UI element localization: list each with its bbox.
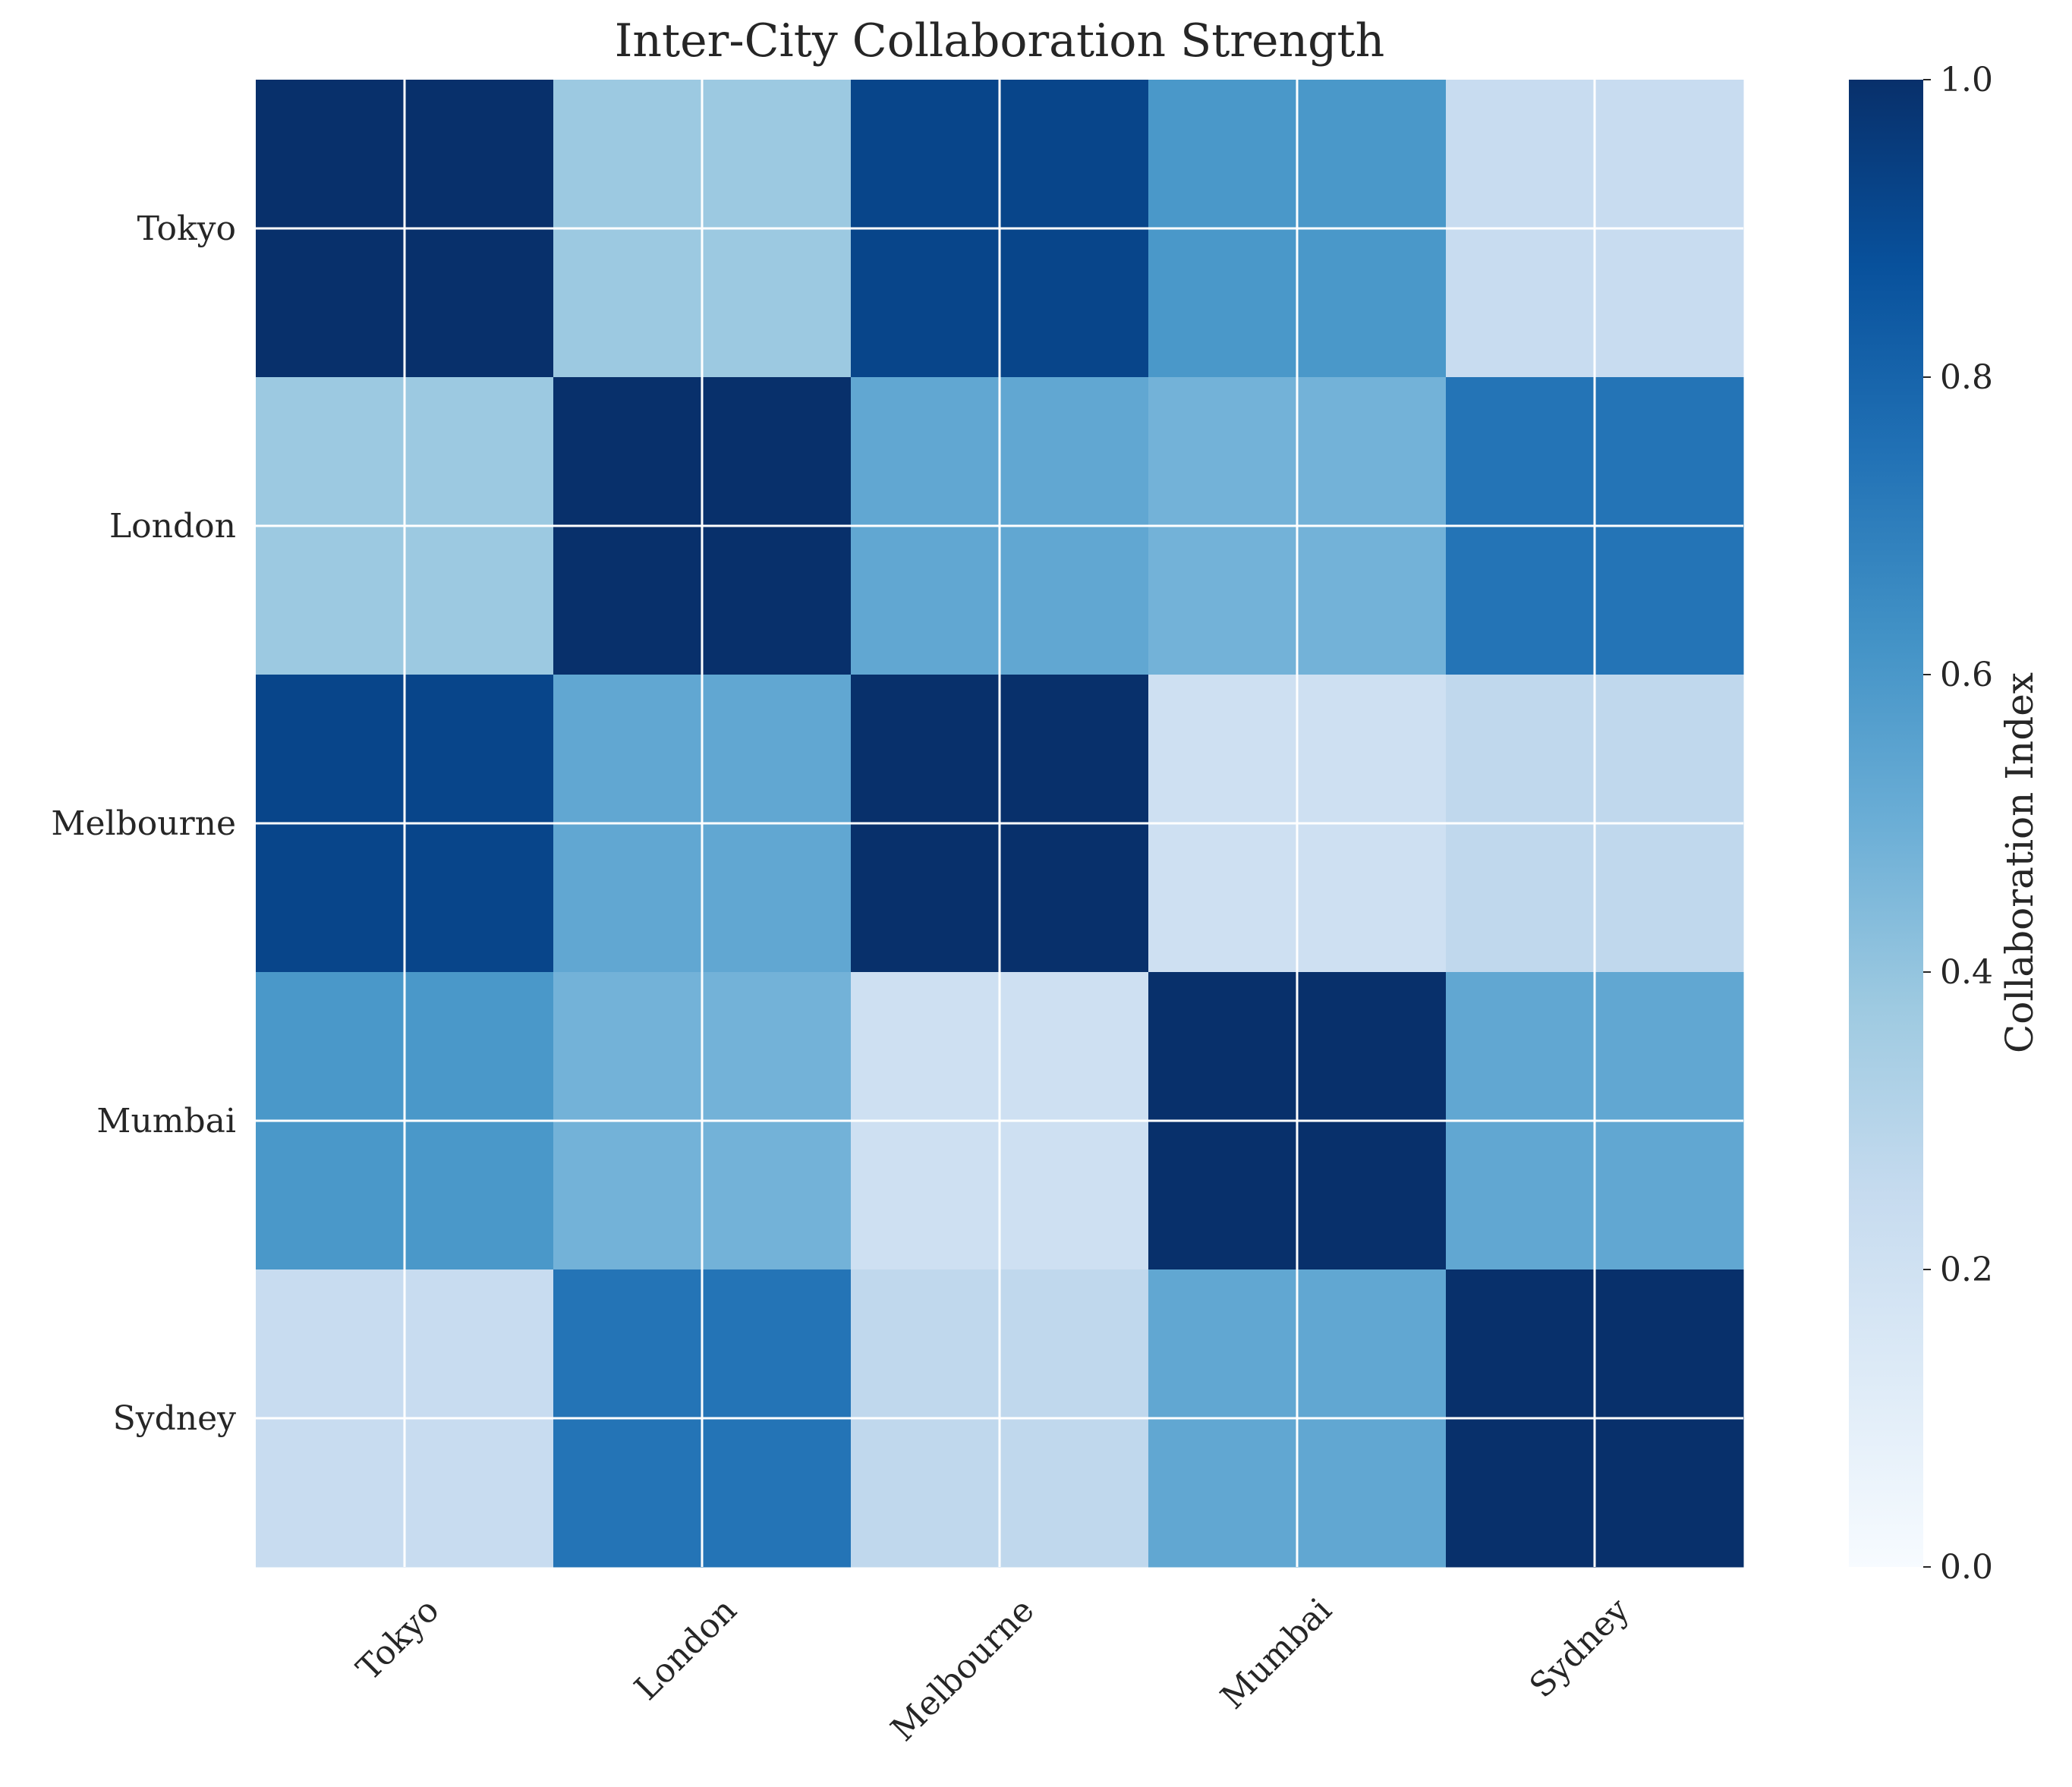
colorbar: 0.0 0.2 0.4 0.6 0.8 1.0 [1849,61,1993,1587]
colorbar-tick-label-0-2: 0.2 [1940,1251,1993,1289]
y-axis-tick-labels: Tokyo London Melbourne Mumbai Sydney [51,209,236,1438]
y-tick-label-tokyo: Tokyo [137,209,236,248]
x-tick-label-melbourne: Melbourne [883,1590,1041,1748]
x-tick-label-london: London [627,1590,744,1707]
colorbar-gradient [1849,80,1923,1567]
x-axis-tick-labels: Tokyo London Melbourne Mumbai Sydney [349,1590,1636,1748]
colorbar-tick-label-1-0: 1.0 [1940,61,1993,99]
y-tick-label-melbourne: Melbourne [51,804,236,843]
colorbar-tick-label-0-4: 0.4 [1940,953,1993,992]
colorbar-tick-label-0-0: 0.0 [1940,1548,1993,1587]
y-tick-label-london: London [109,507,236,546]
colorbar-tick-label-0-8: 0.8 [1940,358,1993,397]
x-tick-label-mumbai: Mumbai [1214,1590,1340,1716]
grid-lines [256,80,1743,1567]
x-tick-label-tokyo: Tokyo [349,1590,446,1688]
y-tick-label-mumbai: Mumbai [96,1102,236,1140]
colorbar-tick-label-0-6: 0.6 [1940,656,1993,694]
x-tick-label-sydney: Sydney [1523,1590,1637,1705]
colorbar-label: Collaboration Index [1998,672,2042,1053]
chart-title: Inter-City Collaboration Strength [615,14,1385,68]
y-tick-label-sydney: Sydney [113,1399,237,1438]
